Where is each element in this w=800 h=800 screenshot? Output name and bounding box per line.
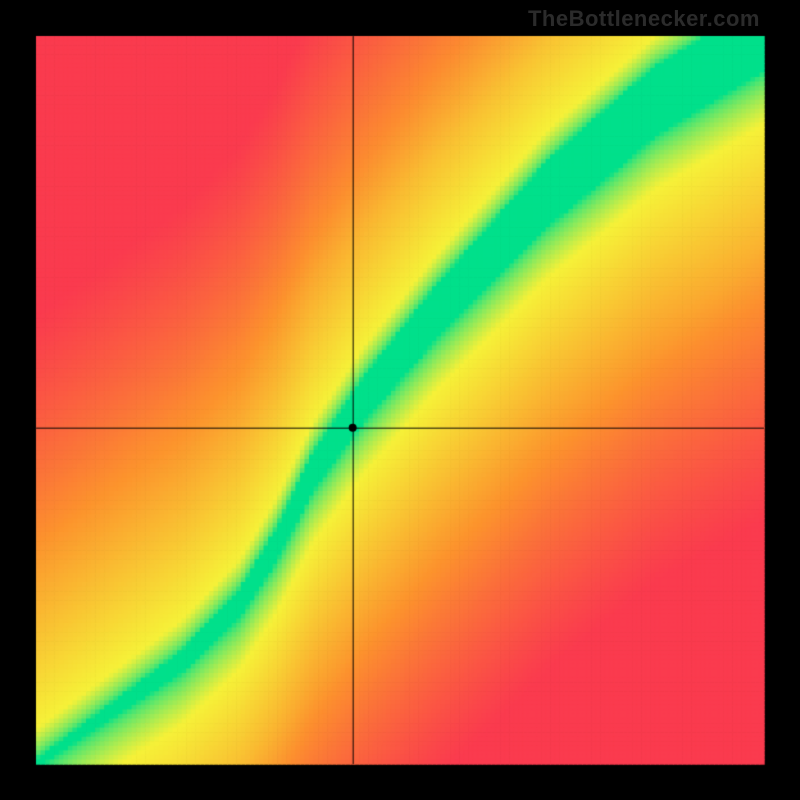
watermark-text: TheBottlenecker.com: [528, 6, 760, 32]
figure-container: TheBottlenecker.com: [0, 0, 800, 800]
bottleneck-heatmap: [0, 0, 800, 800]
